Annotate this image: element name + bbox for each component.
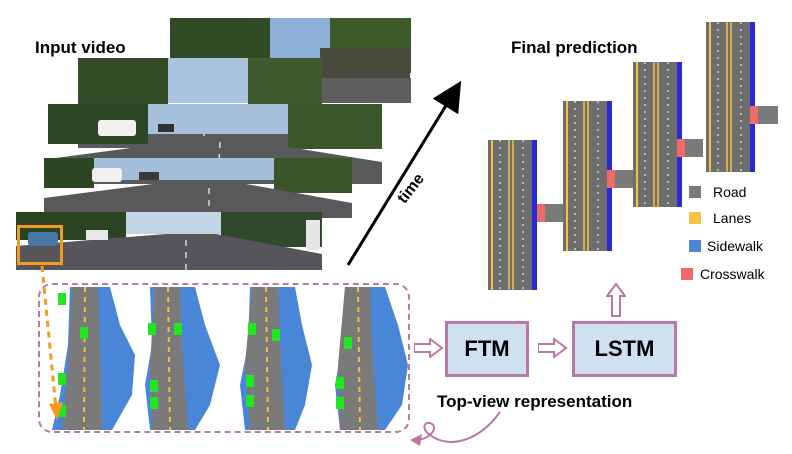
street-scene-image bbox=[44, 158, 352, 218]
time-arrow-icon bbox=[346, 80, 462, 266]
input-video-title: Input video bbox=[35, 38, 126, 57]
legend-swatch-road bbox=[689, 186, 701, 198]
legend-swatch-crosswalk bbox=[681, 268, 693, 280]
arrow-to-lstm-icon bbox=[538, 338, 568, 358]
top-view-map-1 bbox=[52, 286, 135, 431]
prediction-roads bbox=[488, 22, 778, 290]
legend-label-lanes: Lanes bbox=[713, 210, 752, 226]
top-view-panel bbox=[38, 283, 410, 433]
prediction-road-2 bbox=[563, 101, 633, 251]
final-prediction-title: Final prediction bbox=[511, 38, 638, 57]
prediction-road-3 bbox=[633, 62, 703, 207]
legend-label-road: Road bbox=[713, 184, 747, 200]
lstm-box: LSTM bbox=[572, 321, 677, 377]
street-scene-image bbox=[16, 212, 322, 270]
feedback-arrow-icon bbox=[410, 411, 501, 446]
arrow-up-to-prediction-icon bbox=[606, 282, 626, 317]
top-view-caption: Top-view representation bbox=[437, 392, 633, 411]
video-frame-1 bbox=[44, 158, 352, 218]
top-view-map-3 bbox=[240, 286, 312, 431]
prediction-road-1 bbox=[488, 140, 563, 290]
prediction-road-4 bbox=[706, 22, 778, 172]
top-view-map-4 bbox=[335, 286, 408, 431]
legend-swatch-sidewalk bbox=[689, 240, 701, 252]
top-view-map-2 bbox=[145, 286, 220, 431]
highlight-box bbox=[17, 225, 63, 265]
correspondence-arrow-icon bbox=[40, 265, 63, 420]
legend-swatch-lanes bbox=[689, 212, 701, 224]
top-view-maps bbox=[52, 286, 408, 431]
arrow-to-ftm-icon bbox=[414, 338, 444, 358]
video-frame-0 bbox=[16, 212, 322, 270]
legend-label-sidewalk: Sidewalk bbox=[707, 238, 764, 254]
ftm-box: FTM bbox=[445, 321, 529, 377]
legend-label-crosswalk: Crosswalk bbox=[700, 266, 765, 282]
